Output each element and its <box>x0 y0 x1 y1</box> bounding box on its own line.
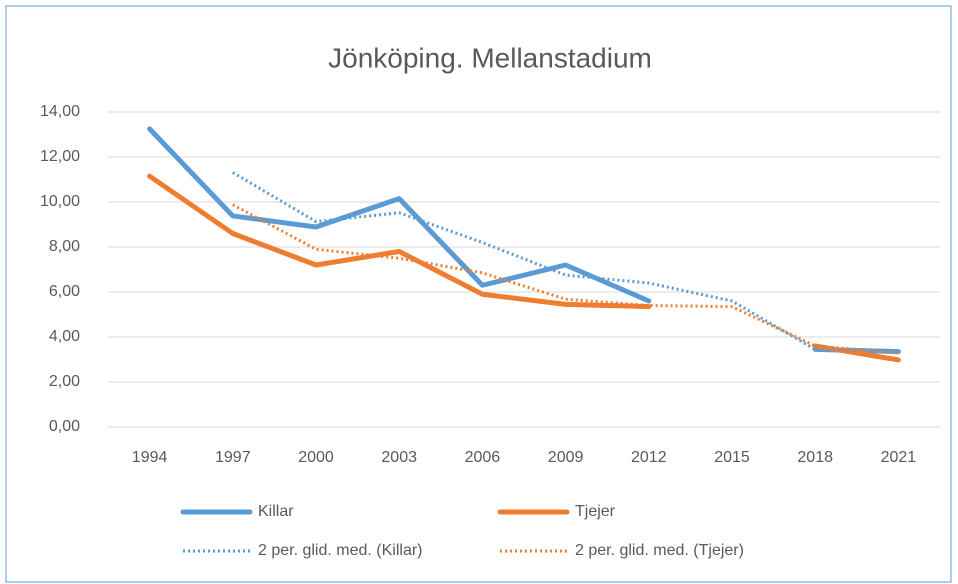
chart-title: Jönköping. Mellanstadium <box>328 42 652 73</box>
legend-label: Tjejer <box>575 503 616 520</box>
x-tick-label: 2021 <box>881 449 917 466</box>
y-tick-label: 12,00 <box>40 148 80 165</box>
y-tick-label: 14,00 <box>40 103 80 120</box>
x-tick-label: 2009 <box>548 449 584 466</box>
x-tick-label: 2018 <box>797 449 833 466</box>
x-tick-label: 2000 <box>298 449 334 466</box>
x-tick-label: 2012 <box>631 449 667 466</box>
y-tick-label: 0,00 <box>49 418 80 435</box>
x-tick-label: 2006 <box>465 449 501 466</box>
y-tick-label: 4,00 <box>49 328 80 345</box>
x-tick-label: 2015 <box>714 449 750 466</box>
y-tick-label: 2,00 <box>49 373 80 390</box>
legend-label: 2 per. glid. med. (Tjejer) <box>575 542 744 559</box>
y-tick-label: 6,00 <box>49 283 80 300</box>
legend-label: Killar <box>258 503 294 520</box>
x-tick-label: 1997 <box>215 449 251 466</box>
y-tick-label: 10,00 <box>40 193 80 210</box>
legend-label: 2 per. glid. med. (Killar) <box>258 542 423 559</box>
x-tick-label: 1994 <box>132 449 168 466</box>
x-tick-label: 2003 <box>381 449 417 466</box>
series-line <box>232 171 899 352</box>
y-tick-label: 8,00 <box>49 238 80 255</box>
